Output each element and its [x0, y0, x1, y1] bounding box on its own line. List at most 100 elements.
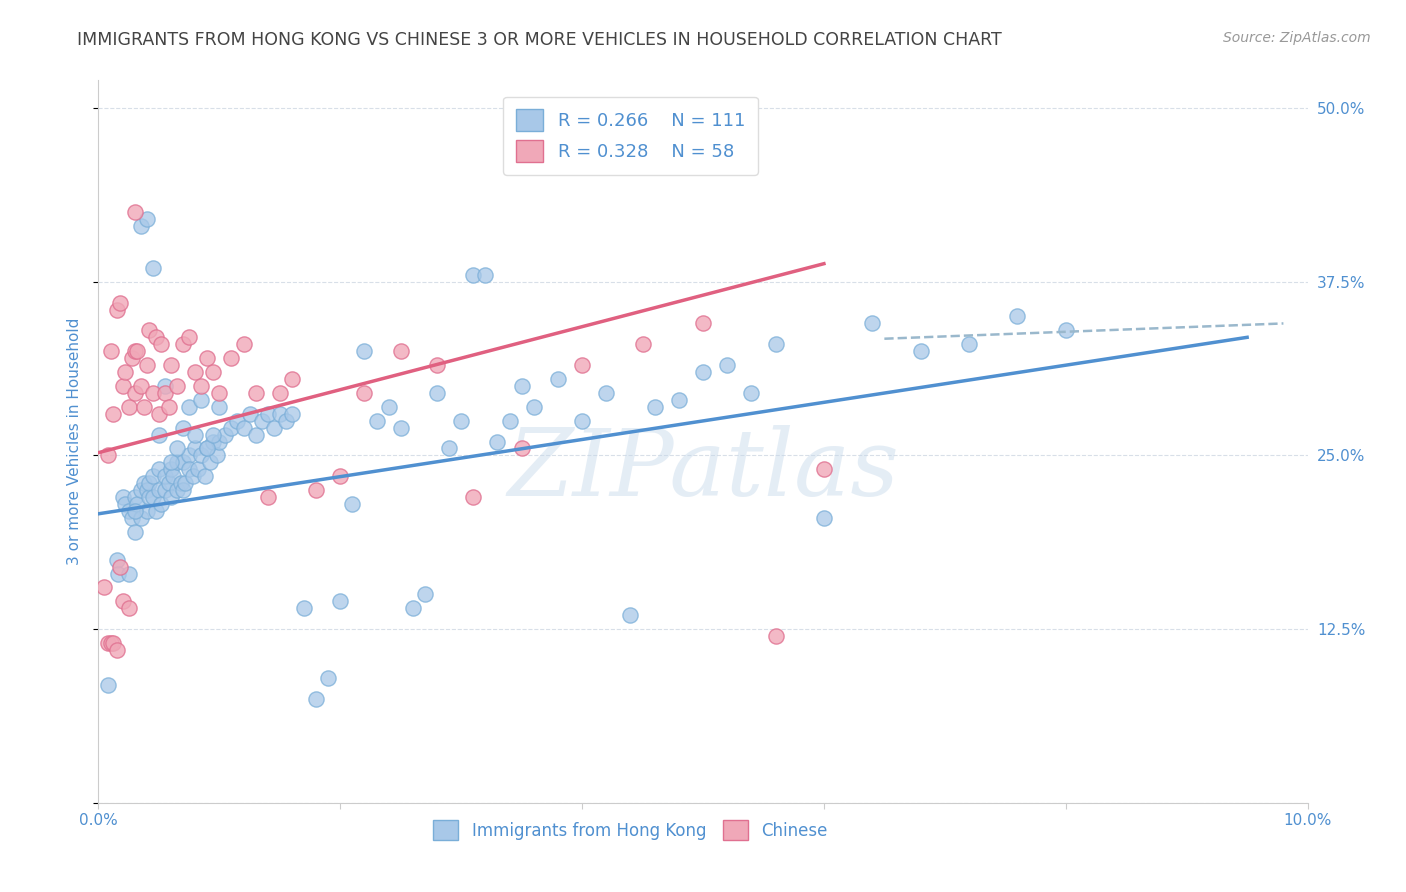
Point	[413, 587, 436, 601]
Point	[124, 344, 146, 359]
Point	[172, 455, 194, 469]
Point	[160, 462, 183, 476]
Point	[153, 379, 176, 393]
Point	[342, 497, 364, 511]
Point	[114, 497, 136, 511]
Point	[127, 497, 149, 511]
Point	[269, 385, 291, 400]
Point	[595, 385, 617, 400]
Y-axis label: 3 or more Vehicles in Household: 3 or more Vehicles in Household	[67, 318, 83, 566]
Point	[329, 469, 352, 483]
Point	[316, 671, 339, 685]
Point	[232, 420, 254, 434]
Point	[101, 636, 124, 650]
Point	[148, 427, 170, 442]
Point	[426, 385, 449, 400]
Point	[366, 414, 388, 428]
Point	[124, 385, 146, 400]
Point	[198, 455, 221, 469]
Point	[181, 469, 204, 483]
Point	[274, 414, 297, 428]
Point	[179, 400, 201, 414]
Point	[142, 490, 165, 504]
Point	[1007, 310, 1029, 324]
Point	[129, 219, 152, 234]
Point	[256, 490, 278, 504]
Point	[195, 442, 218, 456]
Point	[153, 385, 176, 400]
Point	[179, 462, 201, 476]
Point	[692, 317, 714, 331]
Point	[353, 385, 375, 400]
Point	[957, 337, 980, 351]
Point	[118, 566, 141, 581]
Point	[668, 392, 690, 407]
Point	[184, 365, 207, 379]
Point	[195, 442, 218, 456]
Point	[813, 511, 835, 525]
Point	[100, 636, 122, 650]
Point	[245, 385, 267, 400]
Point	[765, 337, 787, 351]
Point	[111, 594, 134, 608]
Point	[195, 351, 218, 366]
Point	[498, 414, 520, 428]
Point	[157, 400, 180, 414]
Text: Source: ZipAtlas.com: Source: ZipAtlas.com	[1223, 31, 1371, 45]
Point	[305, 691, 328, 706]
Point	[160, 490, 183, 504]
Point	[547, 372, 569, 386]
Point	[135, 483, 157, 498]
Point	[305, 483, 328, 498]
Point	[450, 414, 472, 428]
Point	[121, 511, 143, 525]
Point	[148, 483, 170, 498]
Point	[208, 385, 231, 400]
Point	[202, 427, 225, 442]
Point	[169, 476, 191, 491]
Point	[226, 414, 249, 428]
Point	[145, 504, 167, 518]
Point	[910, 344, 932, 359]
Point	[179, 449, 201, 463]
Point	[644, 400, 666, 414]
Point	[221, 420, 243, 434]
Point	[134, 476, 156, 491]
Point	[292, 601, 315, 615]
Point	[129, 483, 152, 498]
Point	[105, 552, 128, 566]
Point	[202, 365, 225, 379]
Point	[157, 476, 180, 491]
Point	[187, 462, 209, 476]
Point	[426, 358, 449, 372]
Legend: Immigrants from Hong Kong, Chinese: Immigrants from Hong Kong, Chinese	[425, 812, 837, 848]
Point	[523, 400, 546, 414]
Point	[329, 594, 352, 608]
Point	[138, 490, 160, 504]
Point	[172, 420, 194, 434]
Point	[97, 678, 120, 692]
Point	[389, 344, 412, 359]
Point	[190, 379, 212, 393]
Point	[153, 483, 176, 498]
Point	[166, 379, 188, 393]
Point	[108, 295, 131, 310]
Point	[174, 476, 197, 491]
Point	[232, 337, 254, 351]
Point	[145, 330, 167, 344]
Point	[118, 601, 141, 615]
Point	[134, 400, 156, 414]
Text: ZIPatlas: ZIPatlas	[508, 425, 898, 516]
Point	[813, 462, 835, 476]
Point	[162, 469, 184, 483]
Point	[114, 365, 136, 379]
Point	[142, 385, 165, 400]
Point	[619, 608, 641, 623]
Point	[172, 337, 194, 351]
Point	[129, 379, 152, 393]
Point	[214, 427, 236, 442]
Point	[105, 302, 128, 317]
Point	[716, 358, 738, 372]
Point	[127, 344, 149, 359]
Point	[631, 337, 654, 351]
